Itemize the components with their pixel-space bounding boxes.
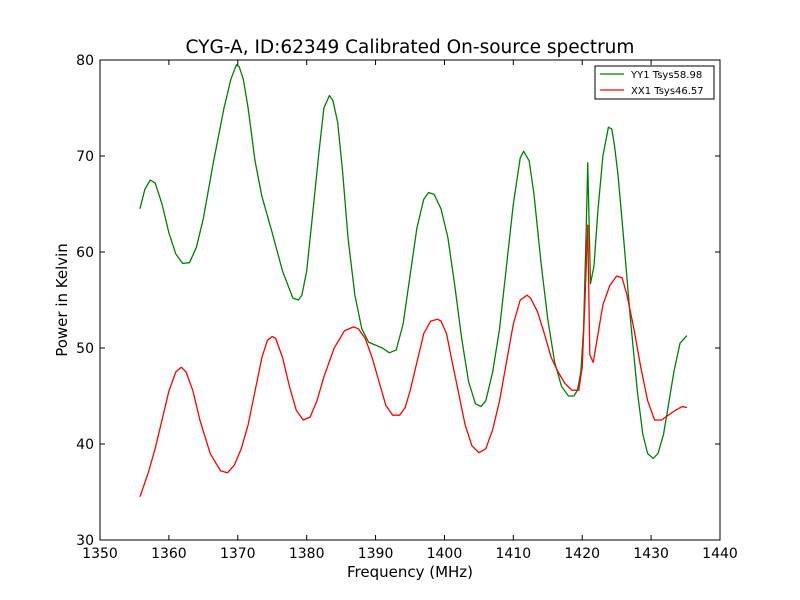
x-tick-label: 1370 [220,546,256,562]
x-tick-label: 1430 [633,546,669,562]
legend-box [594,65,715,100]
chart-title: CYG-A, ID:62349 Calibrated On-source spe… [186,37,635,58]
y-axis-label: Power in Kelvin [53,243,71,357]
x-tick-label: 1420 [564,546,600,562]
series-line-1 [139,224,688,498]
legend-label-xx1: XX1 Tsys46.57 [631,86,704,97]
y-tick-label: 40 [76,437,94,453]
y-tick-label: 30 [76,533,94,549]
y-tick-label: 70 [76,149,94,165]
x-tick-label: 1400 [427,546,463,562]
series-layer [139,64,688,498]
x-tick-label: 1410 [496,546,532,562]
y-tick-label: 50 [76,341,94,357]
legend: YY1 Tsys58.98 XX1 Tsys46.57 [594,65,715,100]
x-tick-label: 1380 [289,546,325,562]
x-tick-label: 1390 [358,546,394,562]
x-axis-ticks: 1350 1360 1370 1380 1390 1400 1410 1420 1430 1440 [82,60,738,562]
legend-label-yy1: YY1 Tsys58.98 [630,70,702,81]
x-tick-label: 1350 [82,546,118,562]
y-tick-label: 80 [76,53,94,69]
y-axis-ticks: 30 40 50 60 70 80 [76,53,720,549]
x-tick-label: 1360 [151,546,187,562]
series-line-0 [139,64,688,460]
y-tick-label: 60 [76,245,94,261]
plot-frame [99,59,721,541]
plot-area [100,60,720,540]
x-tick-label: 1440 [702,546,738,562]
x-axis-label: Frequency (MHz) [347,563,473,581]
